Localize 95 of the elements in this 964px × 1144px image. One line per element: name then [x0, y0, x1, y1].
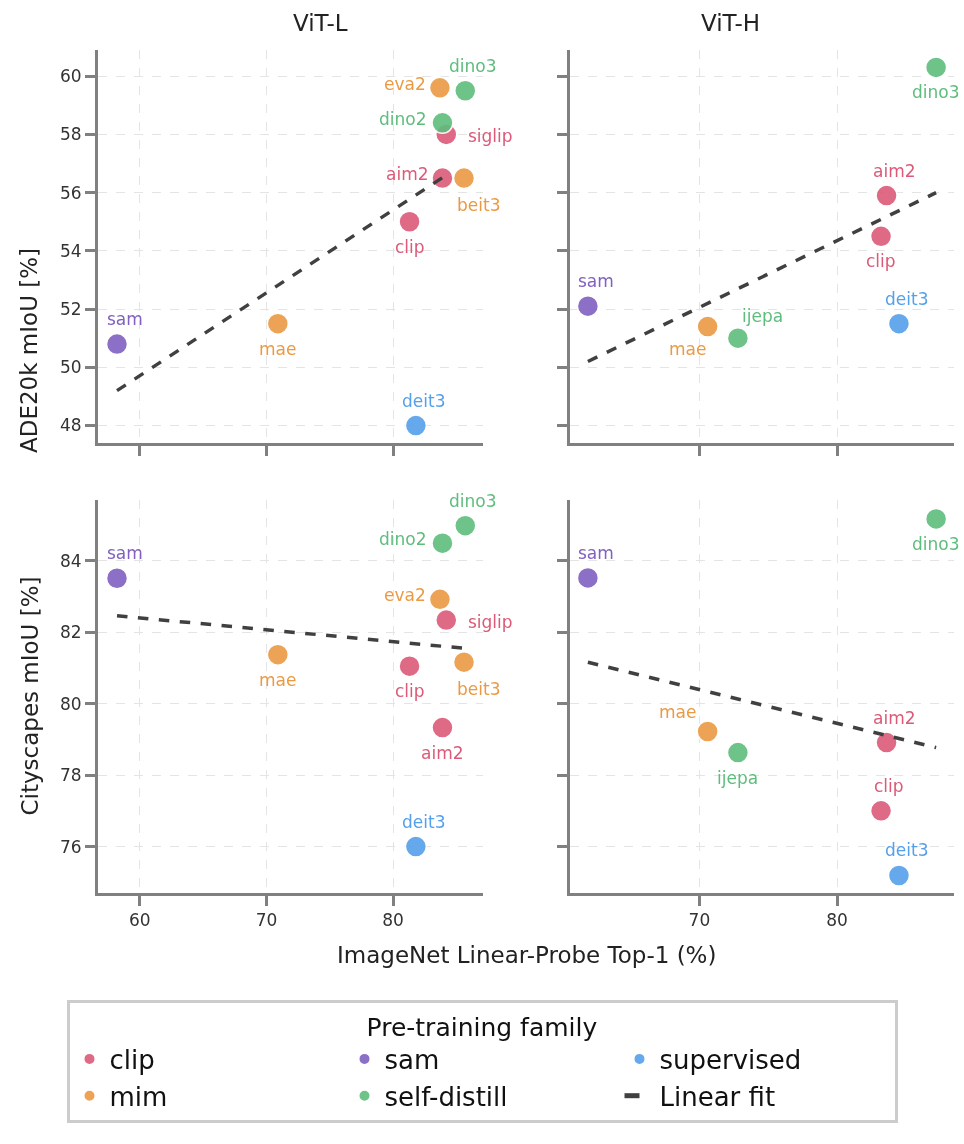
point — [452, 650, 476, 674]
annotation: sam — [107, 309, 143, 329]
point — [696, 720, 719, 743]
point — [576, 294, 600, 318]
point — [924, 56, 948, 79]
point — [431, 111, 454, 135]
annotation: mae — [259, 670, 297, 690]
y-tick-label: 50 — [59, 357, 82, 378]
annotation: siglip — [468, 126, 513, 146]
point — [431, 531, 454, 555]
annotation: deit3 — [402, 812, 446, 832]
annotation: dino3 — [449, 491, 497, 511]
annotation: deit3 — [885, 840, 929, 860]
y-tick-label: 84 — [59, 550, 82, 571]
annotation: dino2 — [379, 529, 427, 549]
x-axis-title: ImageNet Linear-Probe Top-1 (%) — [337, 942, 717, 968]
annotation: deit3 — [885, 289, 929, 309]
y-tick-label: 52 — [59, 299, 82, 320]
chart-title: ViT-L — [293, 10, 348, 36]
point — [435, 608, 458, 632]
point — [452, 166, 476, 190]
x-tick-label: 80 — [382, 910, 404, 931]
annotation: sam — [578, 543, 614, 563]
y-axis-title: Cityscapes mIoU [%] — [16, 576, 43, 816]
x-tick-label: 70 — [688, 910, 711, 931]
point — [266, 643, 290, 666]
point — [887, 864, 911, 887]
annotation: deit3 — [402, 391, 446, 411]
annotation: ijepa — [717, 768, 759, 788]
x-tick-label: 60 — [128, 910, 151, 931]
y-tick-label: 58 — [59, 124, 82, 145]
point — [404, 414, 428, 437]
annotation: mae — [669, 339, 707, 359]
point — [454, 514, 477, 537]
point — [726, 326, 750, 350]
point — [696, 315, 719, 338]
annotation: clip — [866, 251, 896, 271]
y-tick-label: 78 — [59, 765, 82, 786]
point — [869, 799, 893, 823]
annotation: clip — [395, 237, 425, 257]
y-axis-title: ADE20k mIoU [%] — [16, 247, 42, 453]
annotation: clip — [395, 681, 425, 701]
point — [398, 654, 421, 678]
annotation: dino3 — [912, 82, 960, 102]
y-tick-label: 76 — [59, 836, 82, 857]
annotation: dino3 — [449, 56, 497, 76]
annotation: clip — [874, 776, 904, 796]
point — [454, 79, 477, 102]
y-tick-label: 56 — [59, 182, 82, 203]
annotation: sam — [107, 543, 143, 563]
legend-label: supervised — [659, 1045, 802, 1076]
annotation: aim2 — [421, 743, 464, 763]
annotation: beit3 — [457, 195, 501, 215]
x-tick-label: 80 — [826, 910, 848, 931]
point — [431, 716, 454, 739]
legend-title: Pre-training family — [366, 1012, 598, 1042]
annotation: dino3 — [912, 534, 960, 554]
point — [887, 312, 911, 335]
legend-label: mim — [109, 1081, 168, 1112]
y-tick-label: 80 — [59, 693, 82, 714]
legend-label: clip — [109, 1045, 155, 1076]
point — [105, 332, 129, 356]
y-tick-label: 48 — [59, 415, 82, 436]
legend-label: sam — [384, 1045, 440, 1076]
annotation: aim2 — [873, 708, 916, 728]
point — [428, 76, 452, 100]
point — [404, 835, 428, 858]
annotation: siglip — [468, 612, 513, 632]
annotation: dino2 — [379, 109, 427, 129]
point — [576, 566, 600, 590]
y-tick-label: 60 — [59, 66, 82, 87]
annotation: eva2 — [384, 585, 426, 605]
y-tick-label: 82 — [59, 622, 82, 643]
annotation: beit3 — [457, 679, 501, 699]
annotation: aim2 — [386, 164, 429, 184]
point — [105, 566, 129, 590]
chart-title: ViT-H — [701, 10, 761, 36]
point — [726, 741, 750, 764]
annotation: aim2 — [873, 161, 916, 181]
point — [875, 731, 898, 754]
point — [266, 312, 290, 335]
y-tick-label: 54 — [59, 240, 82, 261]
x-tick-label: 70 — [255, 910, 278, 931]
point — [428, 588, 452, 611]
point — [869, 225, 893, 248]
annotation: sam — [578, 271, 614, 291]
point — [924, 507, 948, 531]
annotation: eva2 — [384, 74, 426, 94]
annotation: mae — [659, 702, 697, 722]
point — [398, 210, 421, 233]
annotation: mae — [259, 339, 297, 359]
legend-label: self-distill — [384, 1081, 508, 1112]
legend-label: Linear fit — [659, 1081, 776, 1112]
point — [875, 184, 898, 207]
annotation: ijepa — [742, 306, 784, 326]
